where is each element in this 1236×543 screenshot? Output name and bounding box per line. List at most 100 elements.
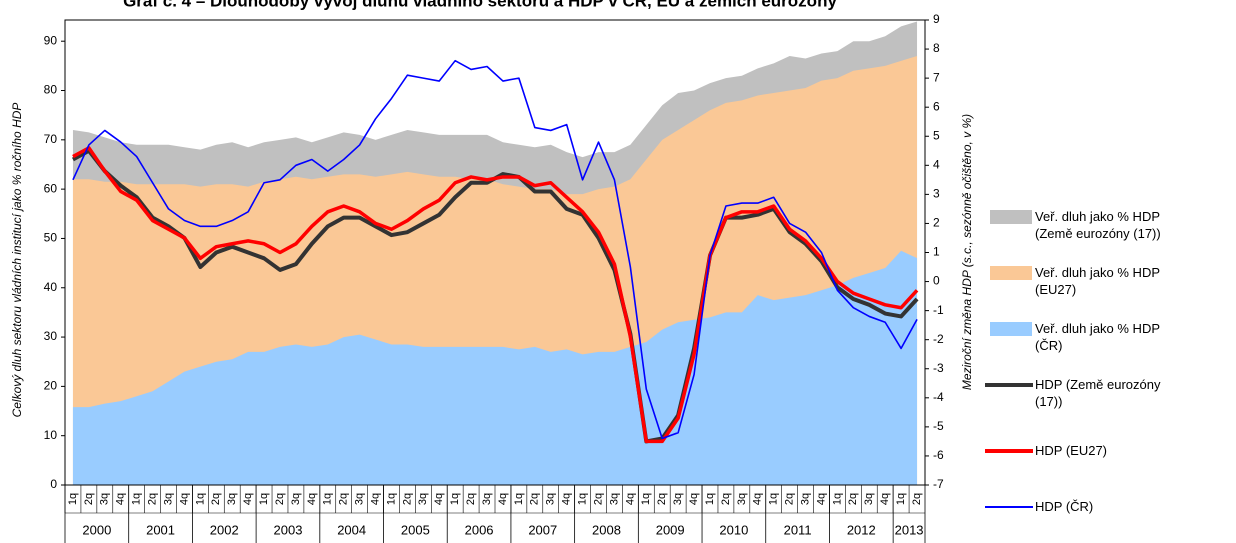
- x-tick-label: 2q: [592, 493, 604, 505]
- y2-tick-label: -7: [933, 477, 944, 491]
- x-tick-label: 4q: [497, 493, 509, 505]
- year-label: 2011: [784, 522, 812, 537]
- y2-tick-label: 3: [933, 187, 940, 201]
- x-tick-label: 1q: [576, 493, 588, 505]
- y-tick-label: 70: [44, 132, 58, 146]
- year-label: 2003: [274, 522, 303, 537]
- x-tick-label: 4q: [369, 493, 381, 505]
- y-tick-label: 60: [44, 181, 58, 195]
- year-label: 2002: [210, 522, 239, 537]
- x-tick-label: 2q: [465, 493, 477, 505]
- x-tick-label: 3q: [226, 493, 238, 505]
- x-tick-label: 4q: [624, 493, 636, 505]
- y2-tick-label: 4: [933, 157, 940, 171]
- y2-tick-label: 0: [933, 274, 940, 288]
- legend-label: Veř. dluh jako % HDP (ČR): [1035, 321, 1160, 353]
- x-tick-label: 3q: [354, 493, 366, 505]
- x-tick-label: 1q: [67, 493, 79, 505]
- gdp-line: [72, 59, 918, 440]
- y2-tick-label: 1: [933, 245, 940, 259]
- x-tick-label: 3q: [545, 493, 557, 505]
- x-tick-label: 1q: [322, 493, 334, 505]
- legend-label: Veř. dluh jako % HDP (EU27): [1035, 265, 1160, 297]
- x-tick-label: 2q: [83, 493, 95, 505]
- x-tick-label: 4q: [178, 493, 190, 505]
- x-tick-label: 4q: [242, 493, 254, 505]
- x-tick-label: 2q: [847, 493, 859, 505]
- x-tick-label: 4q: [879, 493, 891, 505]
- y2-tick-label: -6: [933, 448, 944, 462]
- legend-swatch: [990, 322, 1032, 336]
- x-tick-label: 3q: [99, 493, 111, 505]
- legend-swatch: [990, 266, 1032, 280]
- x-tick-label: 3q: [608, 493, 620, 505]
- x-tick-label: 1q: [831, 493, 843, 505]
- x-tick-label: 3q: [481, 493, 493, 505]
- x-tick-label: 2q: [656, 493, 668, 505]
- x-tick-label: 2q: [784, 493, 796, 505]
- x-tick-label: 2q: [911, 493, 923, 505]
- x-tick-label: 1q: [704, 493, 716, 505]
- year-label: 2007: [528, 522, 557, 537]
- x-tick-label: 1q: [640, 493, 652, 505]
- legend-label: Veř. dluh jako % HDP (Země eurozóny (17)…: [1035, 209, 1161, 241]
- x-tick-label: 3q: [290, 493, 302, 505]
- x-tick-label: 3q: [863, 493, 875, 505]
- y-tick-label: 90: [44, 33, 58, 47]
- y-tick-label: 20: [44, 379, 58, 393]
- y2-tick-label: 6: [933, 99, 940, 113]
- legend-swatch: [990, 210, 1032, 224]
- legend-swatch: [985, 383, 1033, 387]
- x-tick-label: 3q: [672, 493, 684, 505]
- y-tick-label: 30: [44, 329, 58, 343]
- x-tick-label: 1q: [895, 493, 907, 505]
- y-tick-label: 10: [44, 428, 58, 442]
- year-label: 2001: [146, 522, 175, 537]
- y-tick-label: 0: [50, 477, 57, 491]
- x-tick-label: 4q: [561, 493, 573, 505]
- debt-area: [72, 250, 918, 485]
- x-tick-label: 2q: [338, 493, 350, 505]
- legend-swatch: [985, 449, 1033, 453]
- x-tick-label: 4q: [306, 493, 318, 505]
- year-label: 2000: [82, 522, 111, 537]
- year-label: 2008: [592, 522, 621, 537]
- x-tick-label: 3q: [162, 493, 174, 505]
- legend-label: HDP (EU27): [1035, 443, 1108, 458]
- legend-label: HDP (ČR): [1035, 499, 1094, 514]
- y2-tick-label: 7: [933, 70, 940, 84]
- x-tick-label: 3q: [417, 493, 429, 505]
- y2-tick-label: 5: [933, 128, 940, 142]
- x-tick-label: 4q: [433, 493, 445, 505]
- x-tick-label: 2q: [529, 493, 541, 505]
- x-tick-label: 2q: [210, 493, 222, 505]
- x-tick-label: 1q: [194, 493, 206, 505]
- y2-tick-label: 9: [933, 12, 940, 26]
- x-tick-label: 4q: [815, 493, 827, 505]
- x-tick-label: 2q: [274, 493, 286, 505]
- year-label: 2012: [847, 522, 876, 537]
- x-tick-label: 3q: [736, 493, 748, 505]
- x-tick-label: 1q: [768, 493, 780, 505]
- y-axis-title: Celkový dluh sektoru vládních institucí …: [10, 103, 24, 418]
- x-tick-label: 1q: [131, 493, 143, 505]
- year-label: 2006: [465, 522, 494, 537]
- y-tick-label: 80: [44, 83, 58, 97]
- y-tick-label: 40: [44, 280, 58, 294]
- x-tick-label: 2q: [146, 493, 158, 505]
- y2-tick-label: 8: [933, 41, 940, 55]
- y-tick-label: 50: [44, 231, 58, 245]
- y2-axis-title: Meziroční změna HDP (s.c., sezónně očišt…: [960, 114, 974, 390]
- legend-swatch: [985, 506, 1033, 508]
- x-tick-label: 1q: [449, 493, 461, 505]
- x-tick-label: 1q: [258, 493, 270, 505]
- gdp-line: [72, 146, 919, 444]
- x-tick-label: 1q: [385, 493, 397, 505]
- x-tick-label: 4q: [688, 493, 700, 505]
- x-tick-label: 4q: [752, 493, 764, 505]
- year-label: 2004: [337, 522, 366, 537]
- x-tick-label: 1q: [513, 493, 525, 505]
- y2-tick-label: -1: [933, 303, 944, 317]
- x-tick-label: 2q: [401, 493, 413, 505]
